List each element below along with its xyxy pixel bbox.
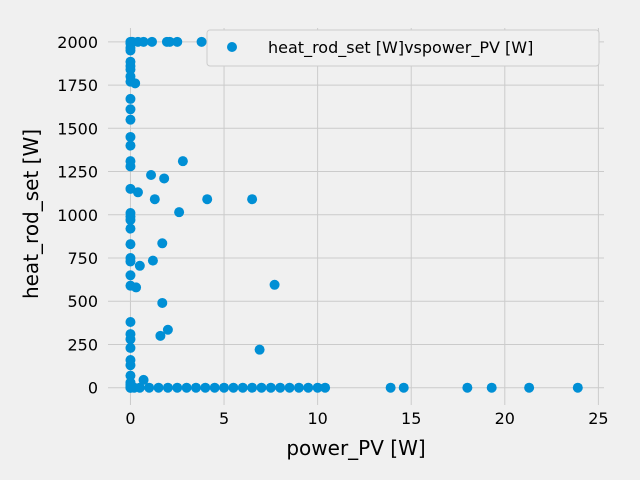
data-point <box>125 131 136 142</box>
data-point <box>265 382 276 393</box>
data-point <box>144 382 155 393</box>
data-point <box>125 161 136 172</box>
grid <box>108 28 604 405</box>
data-point <box>125 316 136 327</box>
data-point <box>159 173 170 184</box>
data-point <box>162 382 173 393</box>
data-point <box>125 223 136 234</box>
data-point <box>293 382 304 393</box>
y-tick-label: 250 <box>67 335 98 354</box>
data-point <box>157 238 168 249</box>
y-tick-label: 1500 <box>57 119 98 138</box>
x-tick-labels: 0 5 10 15 20 25 <box>125 409 608 428</box>
data-point <box>138 374 149 385</box>
y-tick-labels: 0 250 500 750 1000 1250 1500 1750 2000 <box>57 33 98 398</box>
y-tick-label: 500 <box>67 292 98 311</box>
data-point <box>125 64 136 75</box>
data-point <box>125 45 136 56</box>
data-point <box>385 382 396 393</box>
data-point <box>200 382 211 393</box>
data-point <box>130 78 141 89</box>
data-point <box>254 344 265 355</box>
data-point <box>284 382 295 393</box>
legend: heat_rod_set [W]vspower_PV [W] <box>206 29 600 67</box>
y-tick-label: 1750 <box>57 76 98 95</box>
data-point <box>164 36 175 47</box>
y-tick-label: 0 <box>88 379 98 398</box>
data-point <box>202 194 213 205</box>
x-tick-label: 10 <box>307 409 327 428</box>
legend-marker <box>227 42 237 52</box>
data-point <box>146 169 157 180</box>
data-point <box>138 36 149 47</box>
data-point <box>320 382 331 393</box>
data-point <box>247 382 258 393</box>
data-point <box>125 256 136 267</box>
data-point <box>134 260 145 271</box>
data-point <box>125 370 136 381</box>
data-points <box>125 36 583 393</box>
data-point <box>269 279 280 290</box>
data-point <box>149 194 160 205</box>
data-point <box>125 270 136 281</box>
data-point <box>398 382 409 393</box>
y-tick-label: 1000 <box>57 206 98 225</box>
data-point <box>125 360 136 371</box>
y-axis-label: heat_rod_set [W] <box>19 129 43 299</box>
data-point <box>177 156 188 167</box>
data-point <box>125 214 136 225</box>
data-point <box>153 382 164 393</box>
data-point <box>486 382 497 393</box>
data-point <box>125 104 136 115</box>
data-point <box>172 382 183 393</box>
y-tick-label: 1250 <box>57 163 98 182</box>
data-point <box>256 382 267 393</box>
data-point <box>312 382 323 393</box>
data-point <box>125 140 136 151</box>
data-point <box>275 382 286 393</box>
data-point <box>147 255 158 266</box>
legend-label: heat_rod_set [W]vspower_PV [W] <box>268 38 533 58</box>
data-point <box>146 36 157 47</box>
x-tick-label: 0 <box>125 409 135 428</box>
data-point <box>219 382 230 393</box>
data-point <box>462 382 473 393</box>
data-point <box>174 207 185 218</box>
legend-box <box>206 29 600 67</box>
y-tick-label: 750 <box>67 249 98 268</box>
data-point <box>155 330 166 341</box>
data-point <box>209 382 220 393</box>
data-point <box>131 282 142 293</box>
data-point <box>125 334 136 345</box>
y-tick-label: 2000 <box>57 33 98 52</box>
x-axis-label: power_PV [W] <box>286 436 425 460</box>
data-point <box>125 114 136 125</box>
data-point <box>172 36 183 47</box>
data-point <box>190 382 201 393</box>
data-point <box>125 342 136 353</box>
data-point <box>303 382 314 393</box>
data-point <box>125 183 136 194</box>
x-tick-label: 5 <box>219 409 229 428</box>
data-point <box>162 324 173 335</box>
data-point <box>237 382 248 393</box>
data-point <box>125 93 136 104</box>
data-point <box>132 187 143 198</box>
data-point <box>524 382 535 393</box>
data-point <box>196 36 207 47</box>
x-tick-label: 20 <box>495 409 515 428</box>
data-point <box>134 382 145 393</box>
data-point <box>247 194 258 205</box>
x-tick-label: 25 <box>588 409 608 428</box>
data-point <box>181 382 192 393</box>
data-point <box>572 382 583 393</box>
x-tick-label: 15 <box>401 409 421 428</box>
data-point <box>228 382 239 393</box>
data-point <box>157 297 168 308</box>
data-point <box>125 239 136 250</box>
